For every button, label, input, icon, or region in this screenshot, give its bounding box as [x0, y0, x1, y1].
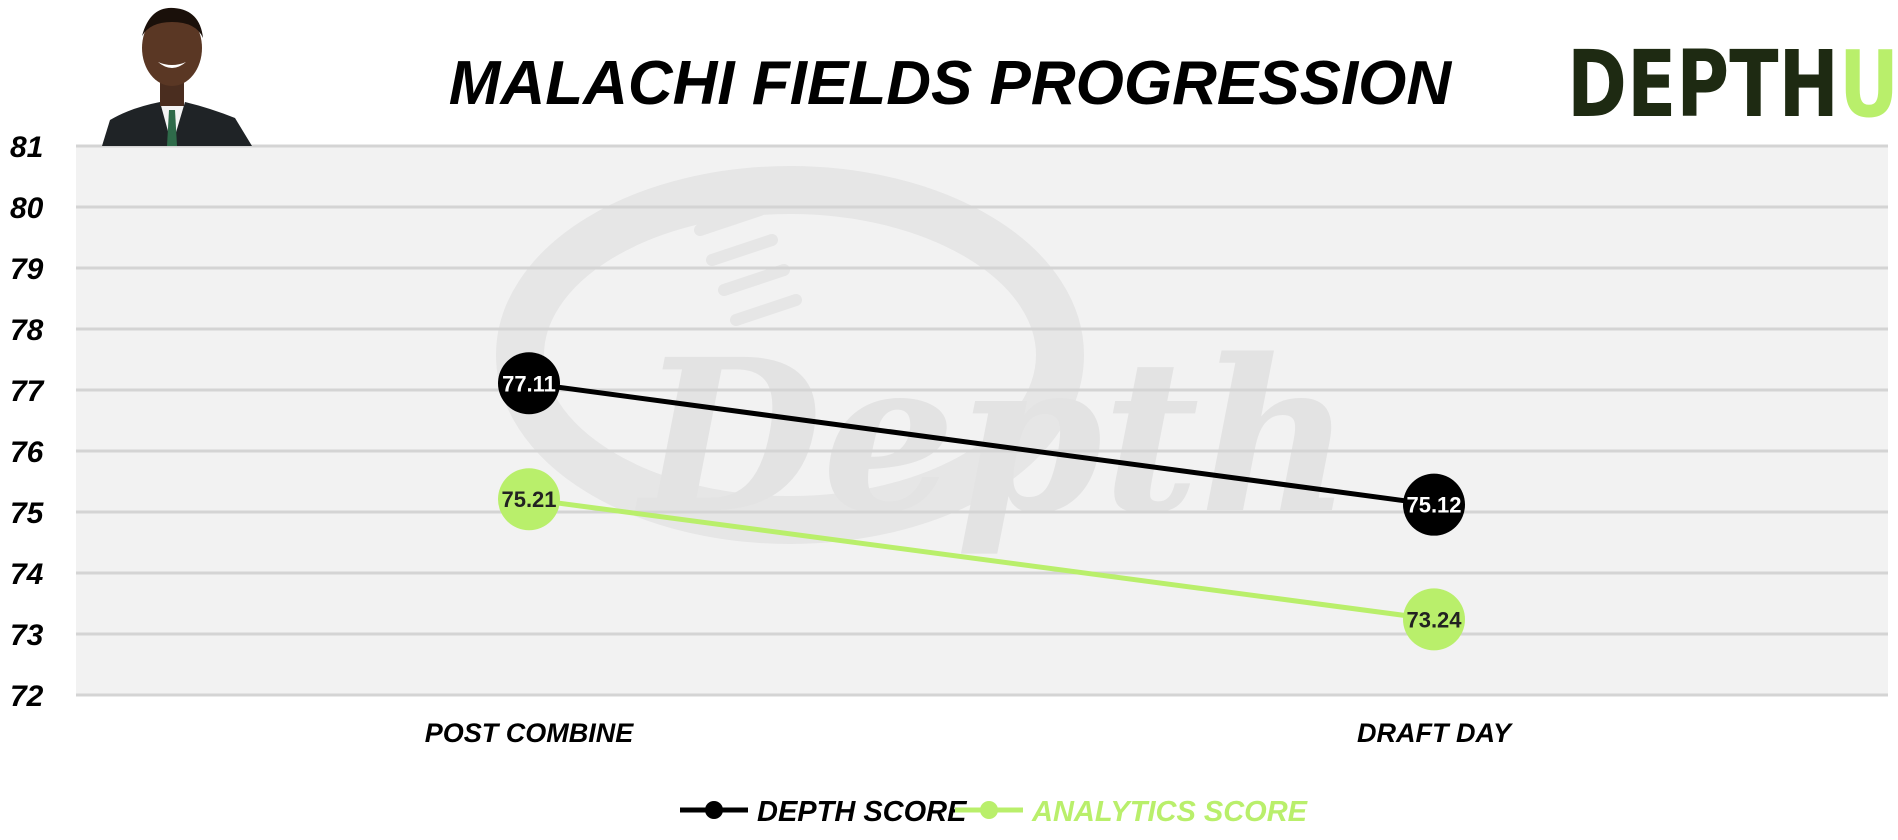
- legend-marker-depth-score: [705, 801, 723, 819]
- series-line: [528, 380, 1435, 508]
- data-point: [498, 352, 560, 415]
- series-lines: [528, 380, 1435, 622]
- series-points: 77.11 75.12 75.21 73.24: [498, 352, 1465, 651]
- x-axis: POST COMBINE DRAFT DAY: [425, 718, 1514, 748]
- data-label: 77.11: [502, 371, 556, 396]
- y-tick-label: 79: [10, 253, 44, 286]
- logo-main-text: DEPTH: [1567, 31, 1839, 138]
- y-tick-label: 75: [10, 497, 45, 530]
- y-tick-label: 77: [10, 375, 45, 408]
- legend: DEPTH SCORE ANALYTICS SCORE: [680, 796, 1309, 828]
- depthu-logo: DEPTH U: [1567, 31, 1898, 138]
- data-point: [498, 468, 560, 531]
- legend-item-depth-score: DEPTH SCORE: [680, 796, 968, 828]
- y-tick-label: 80: [10, 192, 44, 225]
- legend-item-analytics-score: ANALYTICS SCORE: [955, 796, 1309, 828]
- y-tick-label: 72: [10, 680, 44, 713]
- y-tick-label: 81: [10, 131, 43, 164]
- data-point: [1403, 588, 1465, 651]
- x-tick-label: DRAFT DAY: [1357, 718, 1514, 748]
- legend-label-analytics-score: ANALYTICS SCORE: [1031, 796, 1309, 828]
- series-line: [528, 496, 1435, 622]
- chart-title: MALACHI FIELDS PROGRESSION: [449, 49, 1453, 118]
- logo-accent-text: U: [1839, 31, 1898, 138]
- legend-label-depth-score: DEPTH SCORE: [757, 796, 968, 828]
- y-tick-label: 78: [10, 314, 44, 347]
- y-axis: 72 73 74 75 76 77 78 79 80 81: [10, 131, 45, 713]
- data-point: [1403, 473, 1465, 536]
- y-tick-label: 74: [10, 558, 44, 591]
- y-tick-label: 73: [10, 619, 44, 652]
- player-headshot-icon: [102, 7, 252, 146]
- watermark-text: Depth: [635, 313, 1352, 560]
- data-label: 73.24: [1406, 607, 1462, 632]
- x-tick-label: POST COMBINE: [425, 718, 635, 748]
- data-label: 75.12: [1406, 493, 1461, 518]
- legend-marker-analytics-score: [980, 801, 998, 819]
- y-tick-label: 76: [10, 436, 44, 469]
- grid-lines: [76, 144, 1888, 697]
- data-label: 75.21: [501, 487, 556, 512]
